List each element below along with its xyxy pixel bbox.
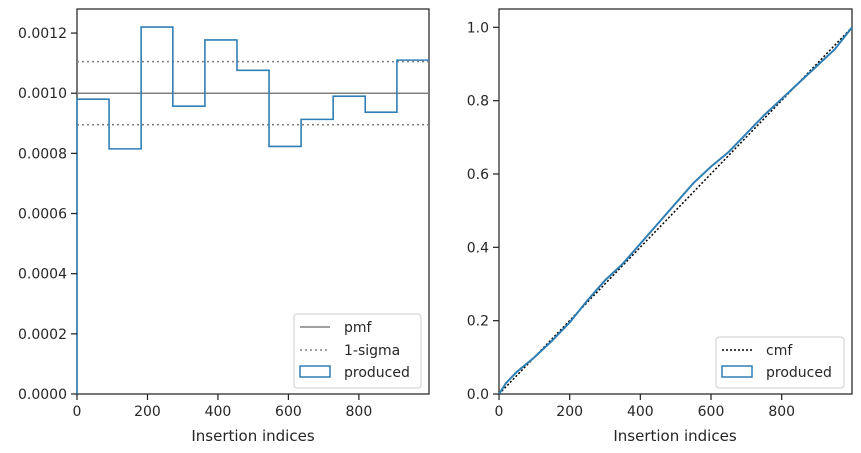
right-y-tick-label: 0.6: [467, 167, 489, 183]
right-x-tick-label: 800: [768, 404, 795, 420]
right-x-tick-label: 600: [698, 404, 725, 420]
right-y-ticks: 0.0 0.2 0.4 0.6 0.8 1.0: [467, 20, 499, 403]
left-x-tick-label: 0: [73, 404, 82, 420]
legend-produced-label-right: produced: [766, 365, 832, 381]
legend-produced-swatch-right: [721, 365, 753, 378]
histogram-panel: 0 200 400 600 800 0.00000.00020.00040.00060.…: [18, 8, 430, 445]
left-x-tick-label: 600: [275, 404, 302, 420]
left-y-tick-label: 0.0008: [18, 146, 67, 162]
left-x-axis-label: Insertion indices: [191, 427, 314, 445]
right-y-tick-label: 0.4: [467, 240, 489, 256]
right-x-tick-label: 200: [556, 404, 583, 420]
right-y-tick-label: 0.2: [467, 314, 489, 330]
produced-bin: [109, 149, 141, 394]
right-x-axis-label: Insertion indices: [613, 427, 736, 445]
left-x-tick-label: 800: [346, 404, 373, 420]
right-x-tick-label: 0: [495, 404, 504, 420]
left-y-ticks: 0.0000 0.0002 0.0004 0.0006 0.0008 0.0010 0.00…: [18, 26, 77, 403]
left-x-tick-label: 200: [134, 404, 161, 420]
right-legend: cmf produced: [715, 336, 845, 389]
produced-histogram-outline: [76, 26, 429, 394]
legend-produced-label: produced: [344, 365, 410, 381]
produced-cumulative-line: [498, 26, 853, 395]
produced-bin: [141, 27, 173, 394]
right-marks: [498, 26, 853, 395]
left-x-tick-label: 400: [205, 404, 232, 420]
right-y-tick-label: 0.0: [467, 387, 489, 403]
produced-bin: [237, 70, 269, 394]
left-legend: pmf 1-sigma produced: [293, 313, 422, 389]
left-x-ticks: 0 200 400 600 800: [73, 394, 373, 420]
produced-bin: [173, 106, 205, 394]
right-x-ticks: 0 200 400 600 800: [495, 394, 795, 420]
right-y-tick-label: 0.8: [467, 94, 489, 110]
legend-cmf-label: cmf: [766, 343, 793, 359]
left-y-tick-label: 0.0000: [18, 387, 67, 403]
legend-produced-swatch: [299, 365, 331, 378]
produced-bin: [205, 40, 237, 394]
legend-sigma-label: 1-sigma: [344, 343, 400, 359]
right-y-tick-label: 1.0: [467, 20, 489, 36]
left-y-tick-label: 0.0002: [18, 327, 67, 343]
produced-bin: [77, 99, 109, 394]
left-marks: [76, 26, 429, 394]
legend-pmf-label: pmf: [344, 320, 373, 336]
left-legend-box: [293, 313, 422, 389]
left-y-tick-label: 0.0004: [18, 267, 67, 283]
right-plot-frame: [498, 8, 853, 395]
left-y-tick-label: 0.0010: [18, 86, 67, 102]
right-x-tick-label: 400: [627, 404, 654, 420]
cumulative-panel: 0 200 400 600 800 0.0 0.2 0.4 0.6 0.8 1.0 Inserti…: [467, 8, 853, 445]
left-y-tick-label: 0.0006: [18, 207, 67, 223]
left-y-tick-label: 0.0012: [18, 26, 67, 42]
